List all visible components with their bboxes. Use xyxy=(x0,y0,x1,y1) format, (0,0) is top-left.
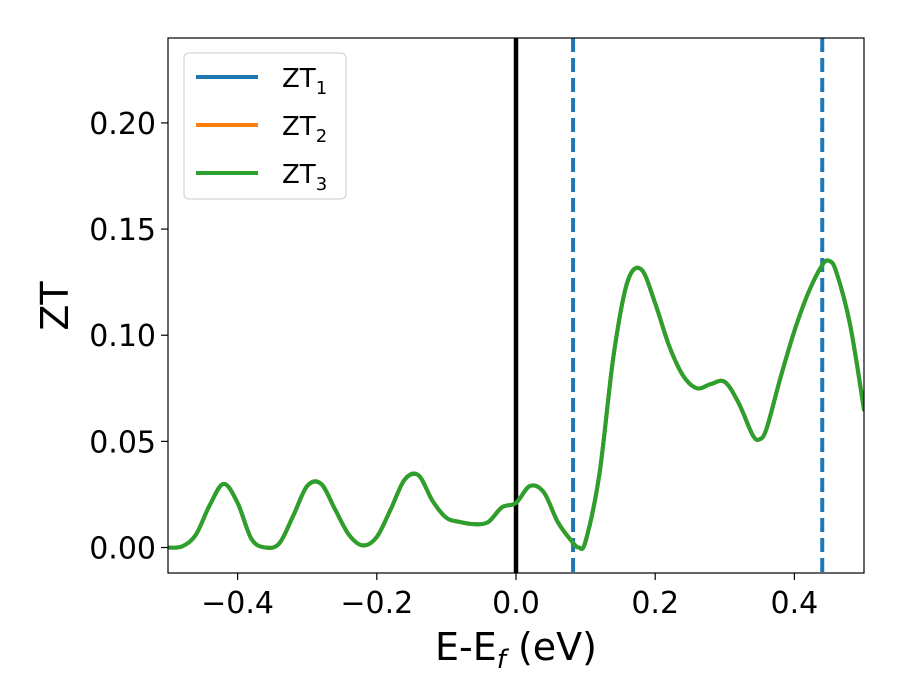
x-axis-title-unit: (eV) xyxy=(506,625,597,669)
x-tick-label: 0.0 xyxy=(492,586,540,621)
y-axis: 0.00 0.05 0.10 0.15 0.20 xyxy=(89,107,168,567)
x-axis: −0.4 −0.2 0.0 0.2 0.4 xyxy=(201,573,818,621)
y-tick-label: 0.10 xyxy=(89,319,156,354)
y-tick-label: 0.00 xyxy=(89,532,156,567)
series-lines xyxy=(168,258,864,551)
y-tick-label: 0.15 xyxy=(89,213,156,248)
legend: ZT1 ZT2 ZT3 xyxy=(183,52,347,200)
legend-label-zt2: ZT2 xyxy=(282,112,327,147)
reference-lines xyxy=(513,38,825,573)
y-tick-label: 0.20 xyxy=(89,107,156,142)
x-tick-label: −0.2 xyxy=(340,586,413,621)
y-tick-label: 0.05 xyxy=(89,425,156,460)
x-axis-title-main: E-E xyxy=(435,625,497,669)
x-tick-label: 0.4 xyxy=(771,586,819,621)
x-tick-label: −0.4 xyxy=(201,586,274,621)
legend-box xyxy=(183,52,347,200)
series-line-zt3 xyxy=(168,258,864,551)
y-axis-title: ZT xyxy=(33,281,77,331)
x-axis-title: E-Ef (eV) xyxy=(435,625,597,675)
x-tick-label: 0.2 xyxy=(631,586,679,621)
legend-label-zt1: ZT1 xyxy=(282,64,327,99)
legend-label-zt3: ZT3 xyxy=(282,160,327,195)
